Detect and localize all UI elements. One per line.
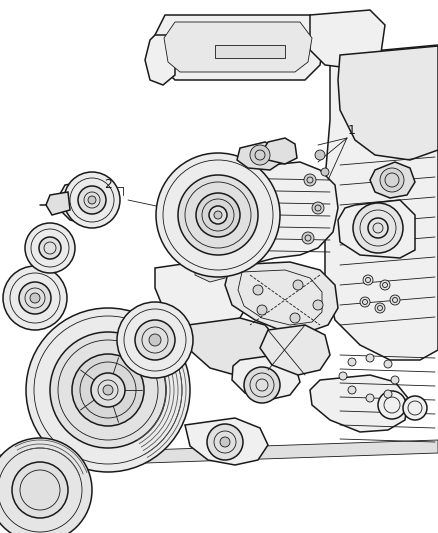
Circle shape: [257, 305, 267, 315]
Polygon shape: [145, 35, 175, 85]
Polygon shape: [260, 325, 330, 375]
Polygon shape: [325, 45, 438, 360]
Circle shape: [391, 376, 399, 384]
Circle shape: [348, 358, 356, 366]
Circle shape: [19, 282, 51, 314]
Polygon shape: [164, 22, 312, 72]
Circle shape: [253, 285, 263, 295]
Circle shape: [25, 223, 75, 273]
Circle shape: [250, 145, 270, 165]
Circle shape: [366, 394, 374, 402]
Polygon shape: [338, 46, 438, 160]
Circle shape: [103, 385, 113, 395]
Circle shape: [380, 280, 390, 290]
Circle shape: [384, 360, 392, 368]
Circle shape: [178, 175, 258, 255]
Circle shape: [91, 373, 125, 407]
Circle shape: [0, 438, 92, 533]
Polygon shape: [46, 192, 70, 215]
Circle shape: [209, 206, 227, 224]
Circle shape: [30, 293, 40, 303]
Polygon shape: [206, 250, 232, 272]
Circle shape: [312, 202, 324, 214]
Circle shape: [315, 150, 325, 160]
Circle shape: [375, 303, 385, 313]
Circle shape: [156, 153, 280, 277]
Circle shape: [196, 193, 240, 237]
Circle shape: [290, 313, 300, 323]
Polygon shape: [218, 157, 338, 270]
Polygon shape: [262, 138, 297, 164]
Polygon shape: [310, 10, 385, 70]
Polygon shape: [215, 45, 285, 58]
Circle shape: [293, 280, 303, 290]
Circle shape: [3, 266, 67, 330]
Circle shape: [26, 308, 190, 472]
Circle shape: [78, 186, 106, 214]
Text: 2: 2: [104, 179, 112, 191]
Polygon shape: [155, 15, 325, 80]
Polygon shape: [232, 355, 300, 400]
Circle shape: [403, 396, 427, 420]
Circle shape: [72, 354, 144, 426]
Circle shape: [149, 334, 161, 346]
Circle shape: [12, 462, 68, 518]
Polygon shape: [184, 318, 278, 375]
Circle shape: [220, 437, 230, 447]
Circle shape: [339, 372, 347, 380]
Polygon shape: [225, 262, 338, 332]
Circle shape: [321, 168, 329, 176]
Circle shape: [353, 203, 403, 253]
Circle shape: [384, 390, 392, 398]
Polygon shape: [195, 255, 225, 282]
Polygon shape: [310, 375, 408, 432]
Circle shape: [366, 354, 374, 362]
Circle shape: [135, 320, 175, 360]
Circle shape: [117, 302, 193, 378]
Circle shape: [360, 297, 370, 307]
Circle shape: [50, 332, 166, 448]
Circle shape: [244, 367, 280, 403]
Circle shape: [88, 196, 96, 204]
Polygon shape: [0, 440, 438, 468]
Circle shape: [313, 300, 323, 310]
Circle shape: [256, 379, 268, 391]
Circle shape: [363, 275, 373, 285]
Polygon shape: [58, 180, 115, 225]
Polygon shape: [237, 142, 282, 170]
Polygon shape: [338, 200, 415, 258]
Circle shape: [373, 223, 383, 233]
Circle shape: [207, 424, 243, 460]
Circle shape: [348, 386, 356, 394]
Circle shape: [302, 232, 314, 244]
Circle shape: [39, 237, 61, 259]
Polygon shape: [370, 162, 415, 198]
Polygon shape: [185, 418, 268, 465]
Circle shape: [378, 391, 406, 419]
Circle shape: [64, 172, 120, 228]
Text: 1: 1: [348, 124, 356, 136]
Circle shape: [214, 211, 222, 219]
Circle shape: [380, 168, 404, 192]
Polygon shape: [155, 260, 250, 330]
Circle shape: [304, 174, 316, 186]
Circle shape: [390, 295, 400, 305]
